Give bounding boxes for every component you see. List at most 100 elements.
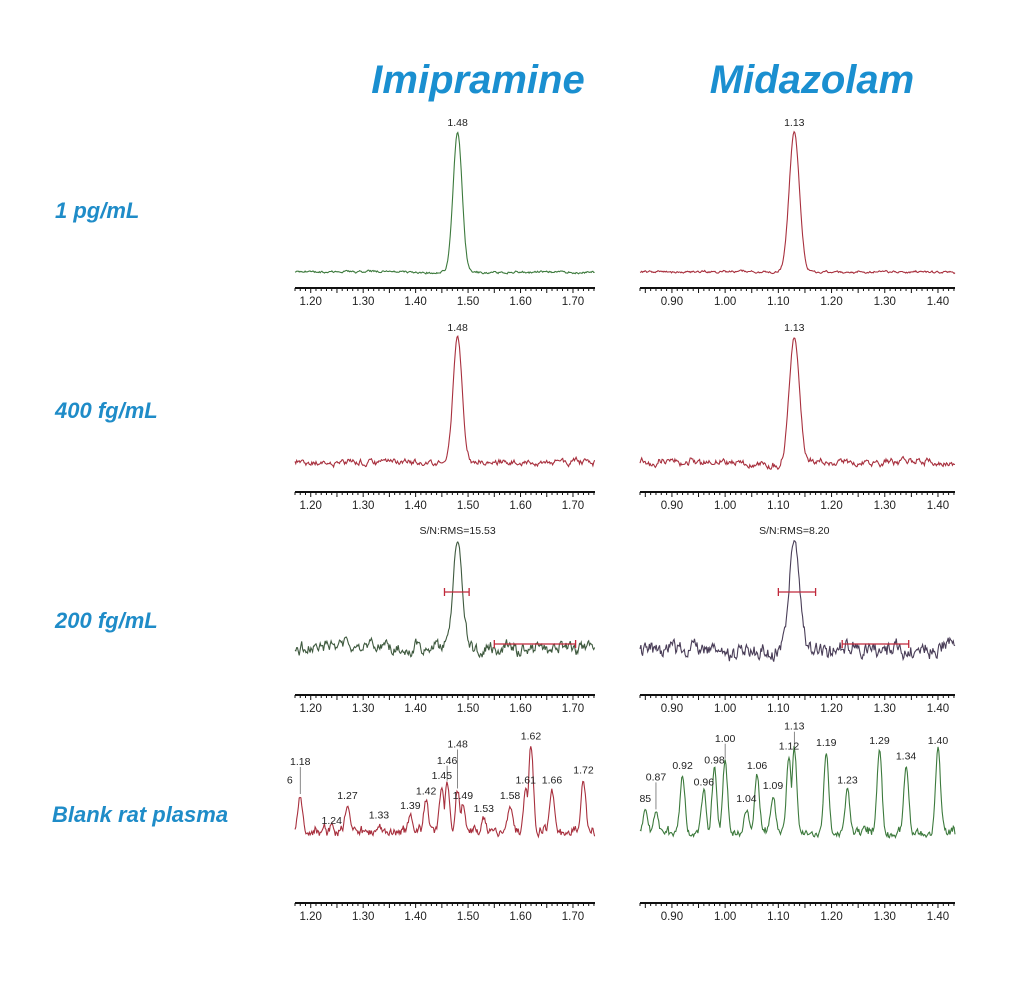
blank-peak-label: 1.33 (369, 810, 390, 822)
chromatogram-trace (294, 746, 596, 839)
x-tick-label: 1.00 (714, 296, 736, 308)
x-tick-label: 1.50 (457, 911, 479, 923)
peak-rt-label: 1.13 (784, 117, 805, 129)
peak-rt-label: 1.13 (784, 322, 805, 334)
chromatogram-trace (294, 334, 596, 469)
blank-peak-label: 1.39 (400, 800, 421, 812)
column-title-imipramine: Imipramine (371, 58, 584, 102)
x-tick-label: 1.30 (874, 703, 896, 715)
x-tick-label: 1.60 (509, 296, 531, 308)
blank-peak-label: 1.18 (290, 756, 311, 768)
blank-peak-label: 0.92 (672, 760, 693, 772)
x-tick-label: 1.20 (300, 911, 322, 923)
x-tick-label: 1.40 (927, 296, 949, 308)
x-tick-label: 1.10 (767, 500, 789, 512)
x-tick-label: 1.30 (352, 500, 374, 512)
x-tick-label: 1.10 (767, 911, 789, 923)
x-tick-label: 1.40 (927, 703, 949, 715)
blank-peak-label: 85 (639, 793, 651, 805)
x-tick-label: 1.40 (404, 703, 426, 715)
chromatogram-panel: 1.20 1.30 1.40 1.50 1.60 1.70 1.48 (294, 322, 596, 512)
x-tick-label: 1.00 (714, 703, 736, 715)
x-tick-label: 1.60 (509, 911, 531, 923)
x-tick-label: 1.20 (820, 703, 842, 715)
x-tick-label: 1.40 (404, 911, 426, 923)
chromatogram-panel: 0.90 1.00 1.10 1.20 1.30 1.40 85 0.87 0.920.96 0.… (639, 721, 956, 923)
blank-peak-label: 1.49 (453, 790, 474, 802)
x-tick-label: 0.90 (661, 296, 683, 308)
x-tick-label: 0.90 (661, 911, 683, 923)
x-tick-label: 1.20 (820, 500, 842, 512)
chromatogram-panel: 0.90 1.00 1.10 1.20 1.30 1.40 1.13 (639, 322, 956, 512)
blank-peak-label: 1.27 (337, 790, 358, 802)
x-tick-label: 1.60 (509, 703, 531, 715)
blank-peak-label: 1.53 (474, 803, 495, 815)
chromatogram-trace (639, 337, 956, 471)
blank-peak-label: 1.58 (500, 790, 521, 802)
blank-peak-label: 1.13 (784, 721, 805, 733)
chromatogram-panel: 1.20 1.30 1.40 1.50 1.60 1.70 1.48 (294, 117, 595, 308)
chromatogram-panel: 0.90 1.00 1.10 1.20 1.30 1.40 1.13 (639, 117, 956, 308)
x-tick-label: 1.00 (714, 500, 736, 512)
blank-peak-label: 0.87 (646, 771, 667, 783)
x-tick-label: 1.10 (767, 296, 789, 308)
chromatogram-panel: 0.90 1.00 1.10 1.20 1.30 1.40 S/N:RMS=8.20 (639, 525, 956, 715)
blank-peak-label: 1.42 (416, 786, 437, 798)
blank-peak-label: 1.72 (573, 765, 594, 777)
x-tick-label: 1.10 (767, 703, 789, 715)
blank-peak-label: 1.00 (715, 733, 736, 745)
blank-peak-label: 1.61 (516, 775, 537, 787)
blank-peak-label: 6 (287, 775, 293, 787)
row-label-blank: Blank rat plasma (52, 802, 228, 827)
column-title-midazolam: Midazolam (710, 58, 914, 102)
x-tick-label: 1.50 (457, 500, 479, 512)
chromatogram-trace (294, 131, 595, 275)
blank-peak-label: 1.66 (542, 775, 563, 787)
x-tick-label: 1.20 (300, 500, 322, 512)
x-tick-label: 1.20 (820, 296, 842, 308)
x-tick-label: 1.20 (820, 911, 842, 923)
blank-peak-label: 1.45 (432, 770, 453, 782)
x-tick-label: 1.20 (300, 296, 322, 308)
row-label-200fg: 200 fg/mL (54, 608, 158, 633)
peak-rt-label: 1.48 (447, 322, 468, 334)
blank-peak-label: 1.12 (779, 740, 800, 752)
chromatogram-trace (639, 745, 956, 839)
blank-peak-label: 1.06 (747, 760, 768, 772)
blank-peak-label: 1.19 (816, 737, 837, 749)
x-tick-label: 1.40 (404, 296, 426, 308)
x-tick-label: 1.30 (874, 296, 896, 308)
blank-peak-label: 1.24 (321, 815, 342, 827)
x-tick-label: 1.70 (562, 296, 584, 308)
x-tick-label: 1.70 (562, 500, 584, 512)
x-tick-label: 1.30 (874, 911, 896, 923)
blank-peak-label: 0.96 (694, 777, 715, 789)
blank-peak-label: 1.62 (521, 731, 542, 743)
x-tick-label: 1.60 (509, 500, 531, 512)
chromatogram-panel: 1.20 1.30 1.40 1.50 1.60 1.70 S/N:RMS=15.53 (294, 525, 596, 715)
x-tick-label: 1.70 (562, 911, 584, 923)
blank-peak-label: 1.23 (837, 775, 858, 787)
blank-peak-label: 1.09 (763, 780, 784, 792)
x-tick-label: 1.70 (562, 703, 584, 715)
x-tick-label: 1.40 (404, 500, 426, 512)
x-tick-label: 0.90 (661, 703, 683, 715)
x-tick-label: 1.50 (457, 703, 479, 715)
x-tick-label: 1.30 (352, 911, 374, 923)
chromatogram-trace (294, 541, 596, 659)
sn-ratio-label: S/N:RMS=8.20 (759, 525, 829, 537)
x-tick-label: 1.40 (927, 911, 949, 923)
chromatogram-panel: 1.20 1.30 1.40 1.50 1.60 1.70 6 1.18 1.24 1.27 1.3… (287, 731, 596, 923)
x-tick-label: 0.90 (661, 500, 683, 512)
row-label-400fg: 400 fg/mL (54, 398, 158, 423)
x-tick-label: 1.00 (714, 911, 736, 923)
sn-ratio-label: S/N:RMS=15.53 (420, 525, 496, 537)
x-tick-label: 1.30 (352, 296, 374, 308)
blank-peak-label: 1.48 (447, 739, 468, 751)
x-tick-label: 1.30 (352, 703, 374, 715)
blank-peak-label: 1.40 (928, 735, 949, 747)
peak-rt-label: 1.48 (447, 117, 468, 129)
panels: 1.20 1.30 1.40 1.50 1.60 1.70 1.48 0.90 1.00 1.10… (287, 117, 956, 923)
x-tick-label: 1.30 (874, 500, 896, 512)
